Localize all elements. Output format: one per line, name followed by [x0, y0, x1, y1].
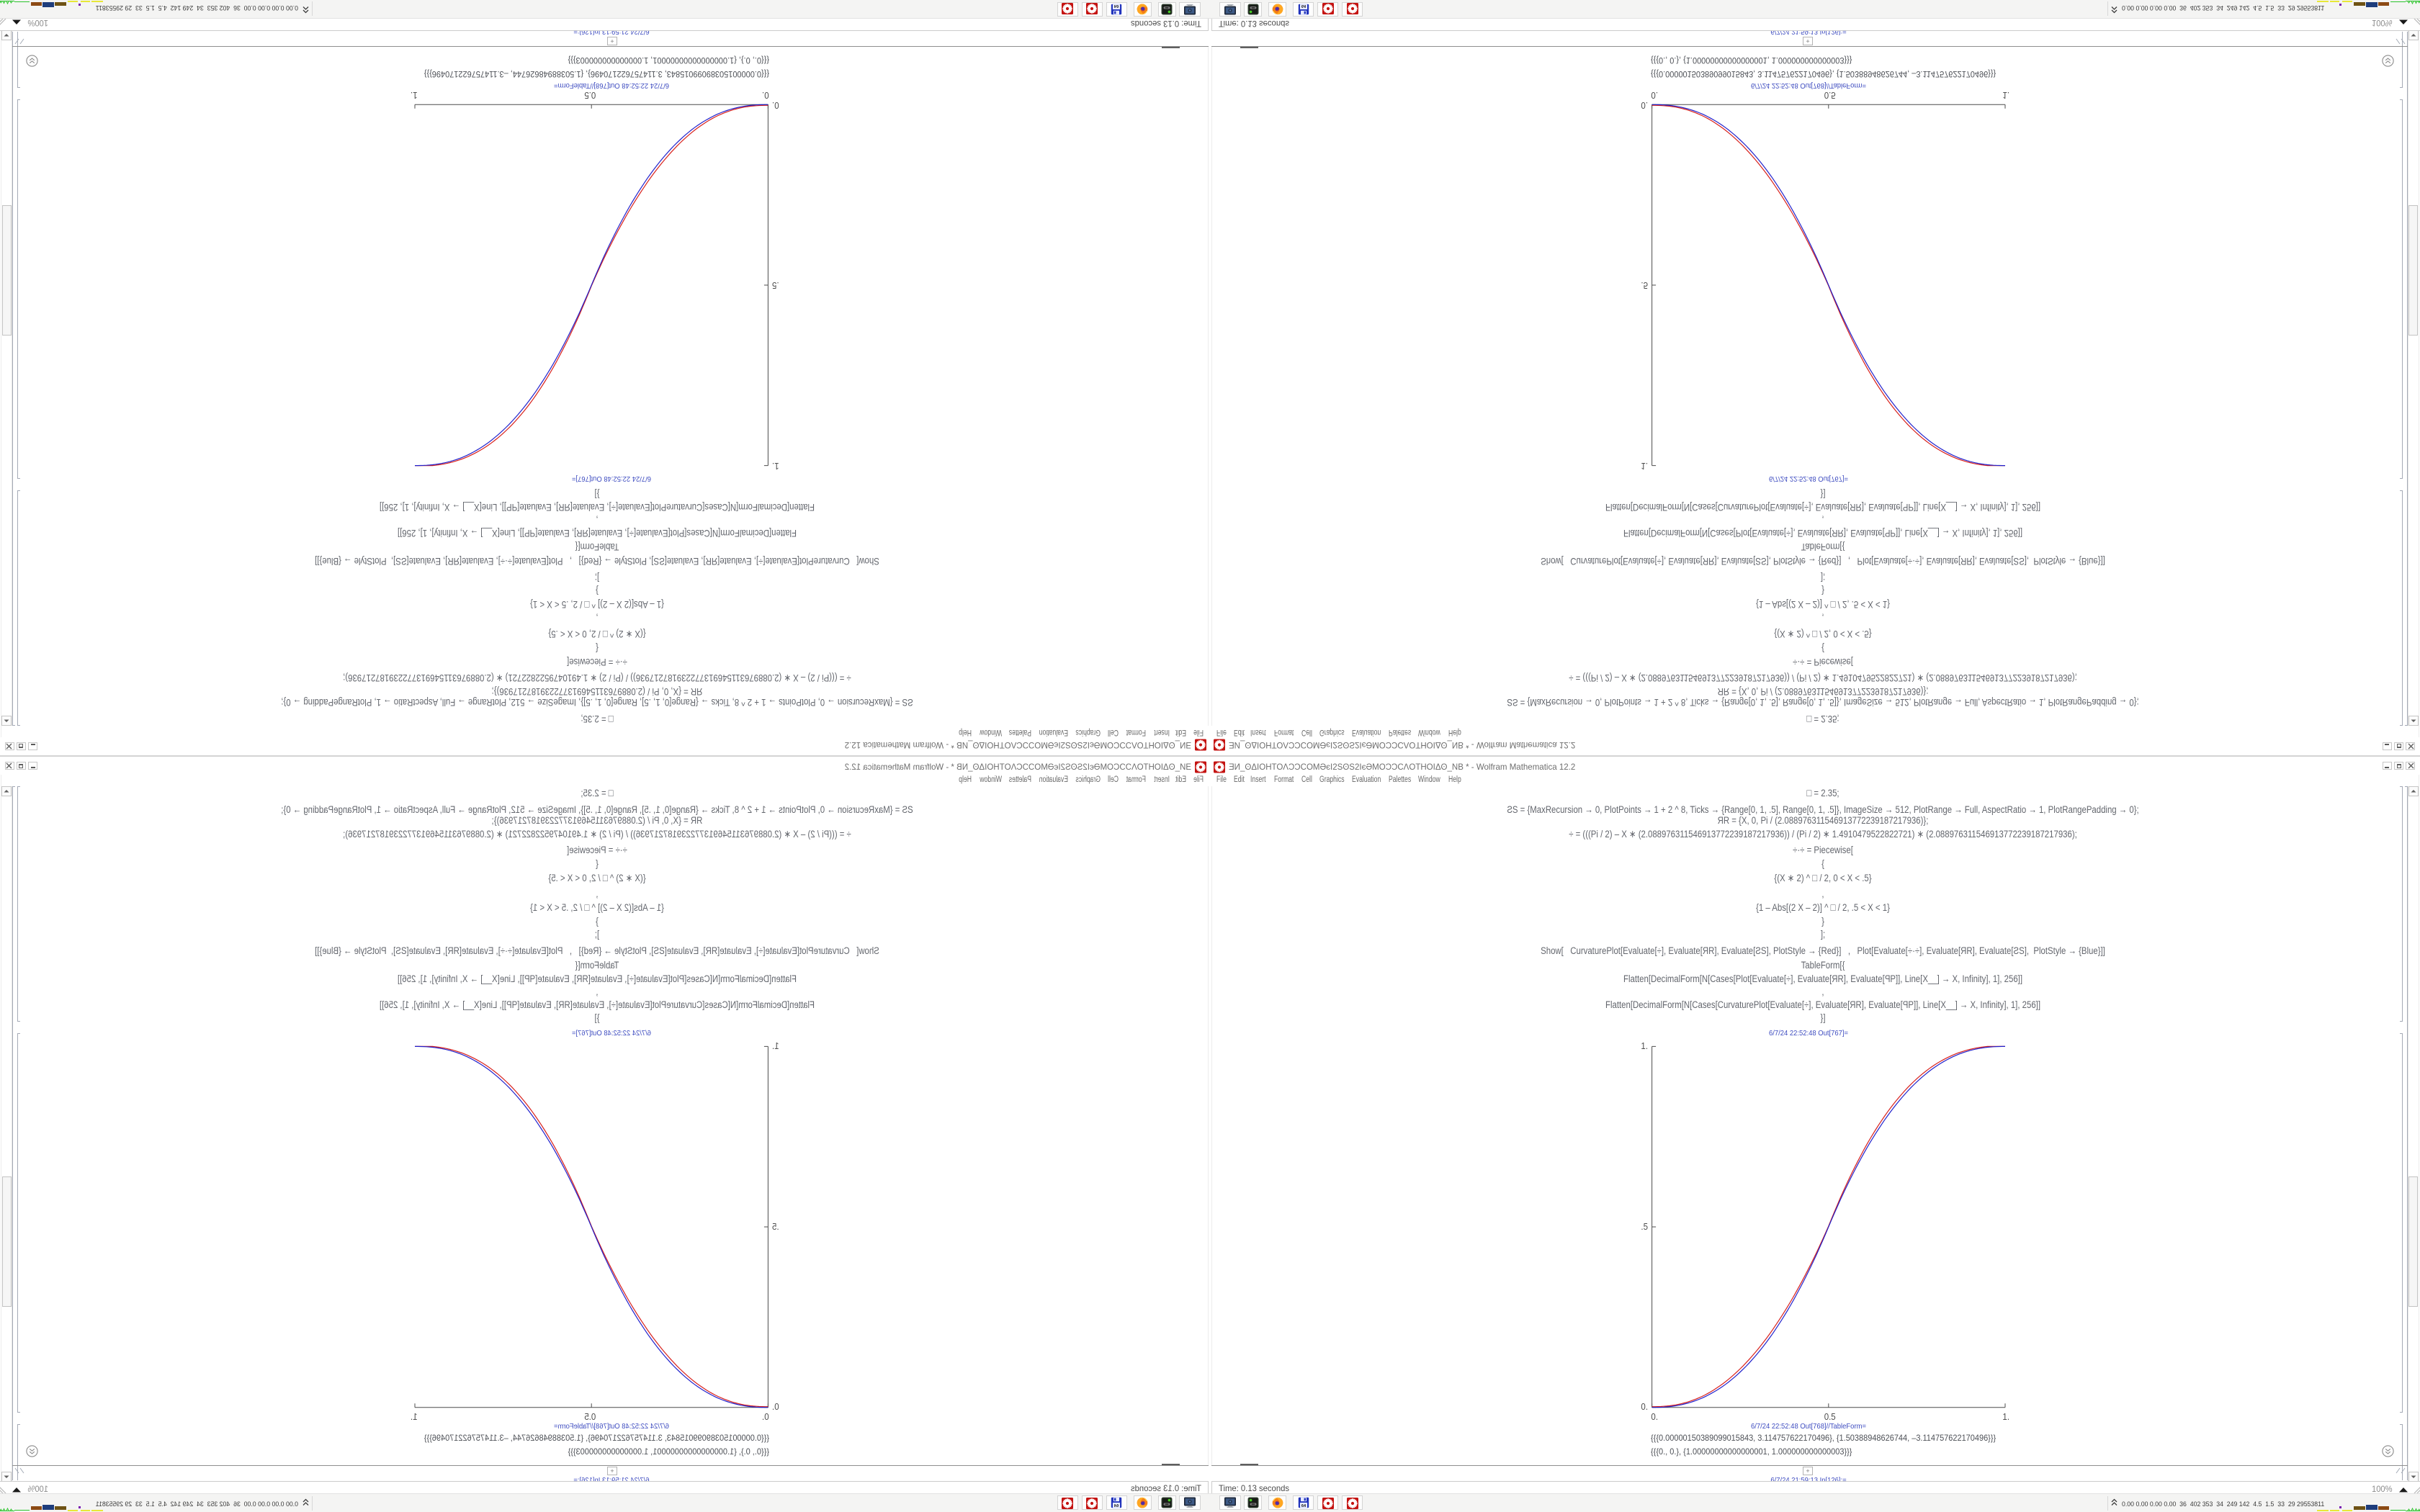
svg-text:64: 64 [1114, 1504, 1119, 1508]
svg-text:64: 64 [1114, 4, 1119, 8]
svg-text:64: 64 [1301, 1504, 1306, 1508]
svg-text:64: 64 [1301, 4, 1306, 8]
